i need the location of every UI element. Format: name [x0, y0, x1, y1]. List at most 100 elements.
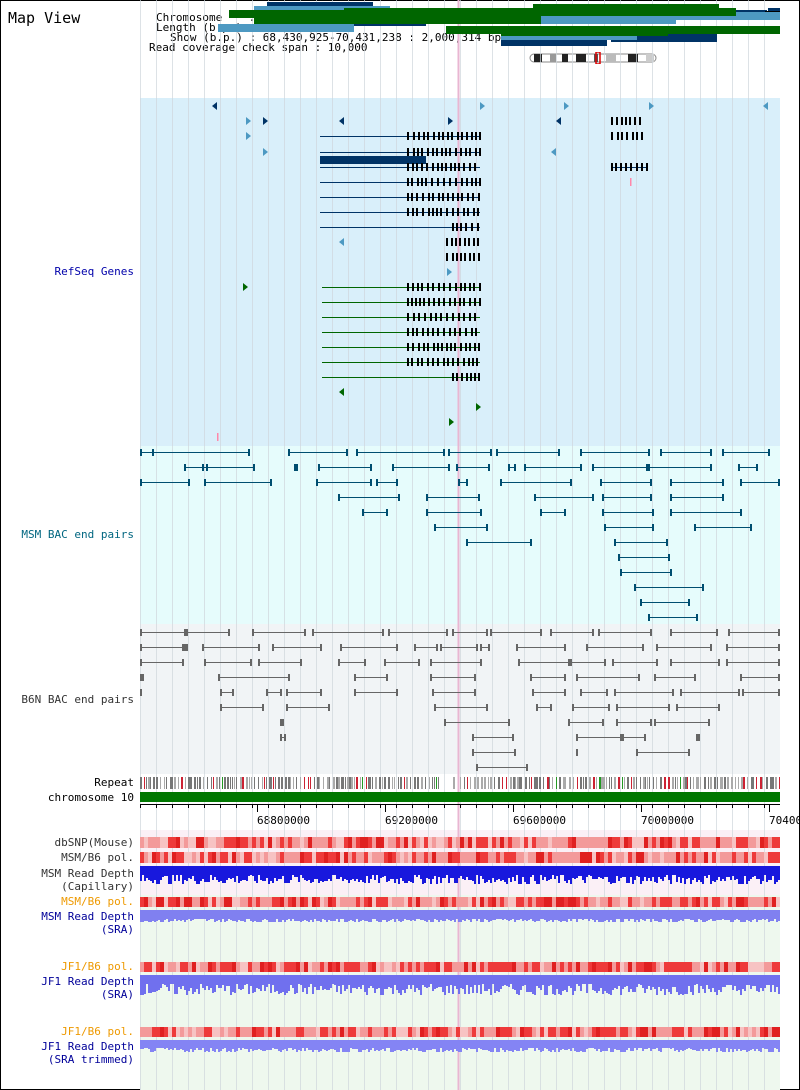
read-depth-bar [168, 866, 170, 884]
read-depth-bar [412, 910, 414, 920]
read-depth-bar [692, 866, 694, 880]
exon-mark [432, 208, 434, 216]
read-depth-bar [178, 910, 180, 920]
read-depth-bar [568, 866, 570, 880]
read-depth-bar [694, 910, 696, 922]
read-depth-bar [204, 1040, 206, 1052]
exon-mark [411, 298, 413, 306]
exon-mark [458, 163, 460, 171]
read-depth-bar [302, 910, 304, 921]
read-depth-bar [540, 866, 542, 875]
repeat-mark [664, 777, 666, 789]
read-depth-bar [632, 866, 634, 884]
polymorphism-cell [140, 1027, 144, 1037]
bac-end-mark [648, 614, 650, 621]
polymorphism-cell [592, 1027, 596, 1037]
bac-end-mark [740, 479, 742, 486]
read-depth-bar [628, 910, 630, 921]
repeat-mark [649, 777, 650, 789]
polymorphism-cell [220, 962, 224, 972]
chromosome-ideogram[interactable] [528, 52, 660, 64]
polymorphism-cell [432, 962, 436, 972]
polymorphism-cell [564, 852, 568, 863]
exon-mark [451, 132, 453, 140]
exon-mark [416, 328, 418, 336]
exon-mark [407, 358, 409, 366]
bac-end-mark [446, 629, 448, 636]
polymorphism-cell [432, 897, 436, 907]
read-depth-bar [634, 975, 636, 992]
read-depth-bar [210, 975, 212, 988]
polymorphism-cell [700, 837, 704, 848]
polymorphism-cell [636, 837, 640, 848]
polymorphism-cell [316, 852, 320, 863]
polymorphism-cell [276, 897, 280, 907]
polymorphism-cell [336, 962, 340, 972]
exon-mark [471, 178, 473, 186]
track-label-msm-bac[interactable]: MSM BAC end pairs [21, 528, 134, 541]
repeat-mark [317, 777, 319, 789]
read-depth-bar [634, 1040, 636, 1048]
read-depth-bar [766, 910, 768, 919]
polymorphism-cell [360, 837, 364, 848]
polymorphism-cell [700, 1027, 704, 1037]
polymorphism-cell [464, 1027, 468, 1037]
polymorphism-cell [680, 962, 684, 972]
polymorphism-cell [516, 1027, 520, 1037]
bac-end-mark [514, 749, 516, 756]
exon-mark [412, 343, 414, 351]
polymorphism-cell [620, 852, 624, 863]
polymorphism-cell [212, 837, 216, 848]
repeat-mark [190, 777, 192, 789]
polymorphism-cell [608, 852, 612, 863]
polymorphism-cell [740, 837, 744, 848]
read-depth-bar [618, 1040, 620, 1050]
read-depth-bar [430, 910, 432, 922]
read-depth-bar [570, 975, 572, 988]
genome-track-panel[interactable] [140, 0, 780, 1090]
read-depth-bar [472, 866, 474, 881]
polymorphism-cell [588, 1027, 592, 1037]
polymorphism-cell [200, 837, 204, 848]
read-depth-bar [392, 1040, 394, 1052]
read-depth-bar [562, 1040, 564, 1049]
read-depth-bar [726, 975, 728, 985]
read-depth-bar [548, 1040, 550, 1051]
read-depth-bar [448, 975, 450, 993]
polymorphism-cell [384, 837, 388, 848]
bac-end-mark [592, 494, 594, 501]
track-label-refseq[interactable]: RefSeq Genes [54, 265, 134, 278]
polymorphism-cell [344, 837, 348, 848]
read-depth-bar [666, 910, 668, 920]
polymorphism-cell [452, 852, 456, 863]
read-depth-bar [696, 866, 698, 882]
read-depth-bar [626, 1040, 628, 1050]
read-depth-bar [384, 975, 386, 989]
repeat-mark [392, 777, 393, 789]
read-depth-bar [728, 866, 730, 877]
polymorphism-cell [260, 897, 264, 907]
read-depth-bar [536, 866, 538, 884]
read-depth-bar [748, 1040, 750, 1051]
read-depth-bar [238, 1040, 240, 1048]
polymorphism-cell [400, 852, 404, 863]
read-depth-bar [476, 866, 478, 875]
bac-end-mark [362, 509, 364, 516]
read-depth-bar [384, 866, 386, 876]
repeat-mark [467, 777, 468, 789]
read-depth-bar [548, 910, 550, 921]
read-depth-bar [560, 866, 562, 875]
polymorphism-cell [604, 852, 608, 863]
polymorphism-cell [272, 852, 276, 863]
bac-end-mark [530, 539, 532, 546]
read-depth-bar [256, 975, 258, 988]
bac-end-mark [443, 449, 445, 456]
repeat-mark [400, 777, 402, 789]
read-depth-bar [476, 975, 478, 993]
repeat-mark [710, 777, 712, 789]
polymorphism-cell [292, 962, 296, 972]
track-label-b6n-bac[interactable]: B6N BAC end pairs [21, 693, 134, 706]
read-depth-bar [170, 910, 172, 921]
read-depth-bar [554, 975, 556, 995]
read-depth-bar [578, 975, 580, 986]
